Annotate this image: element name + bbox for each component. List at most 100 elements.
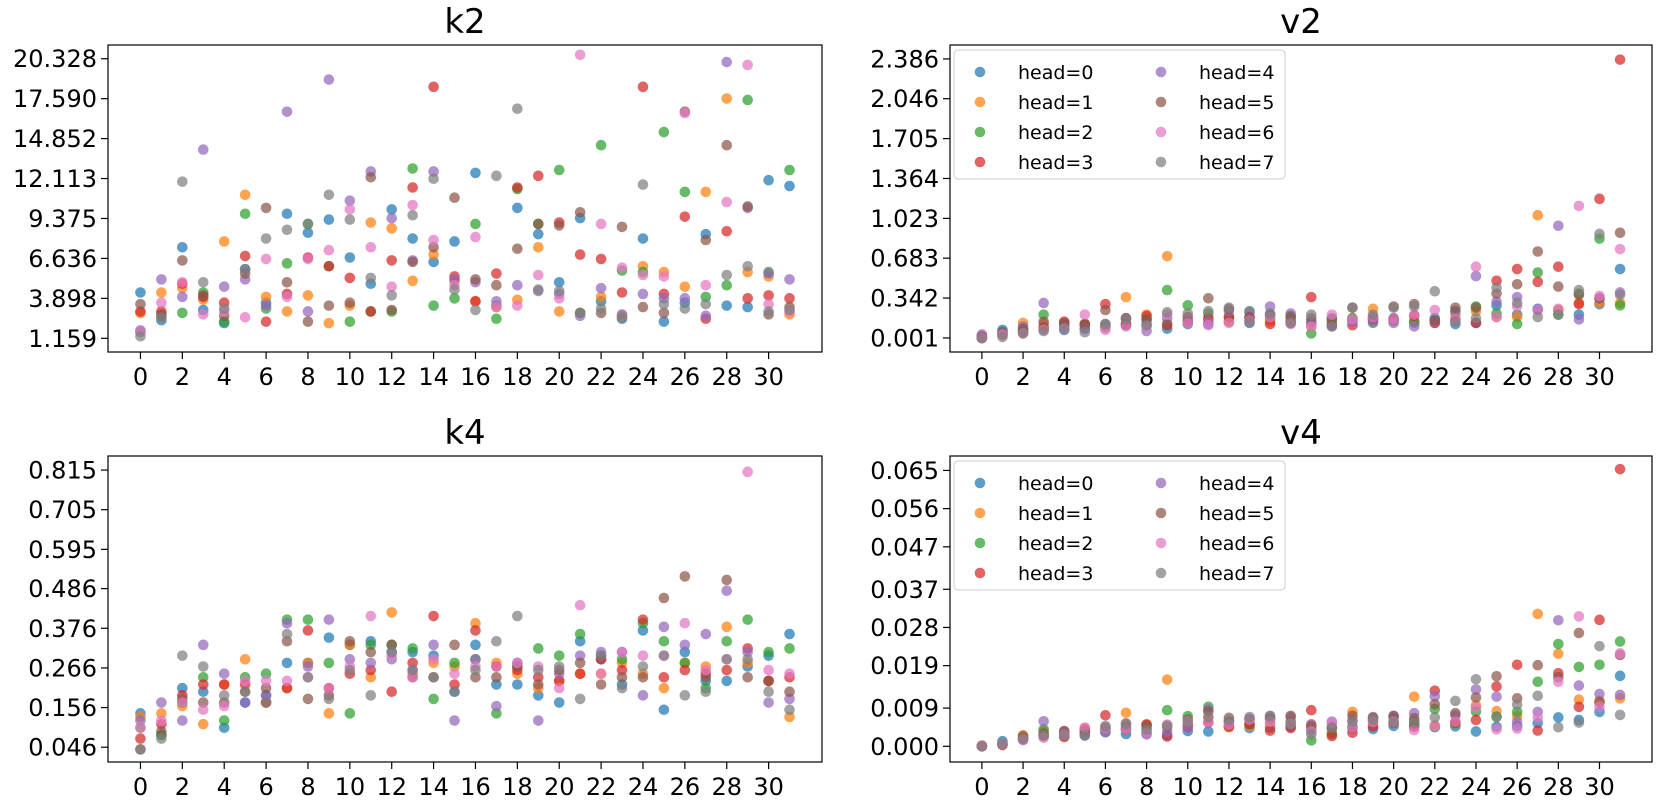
data-point: [449, 668, 460, 679]
data-point: [197, 309, 209, 320]
data-point: [1429, 720, 1441, 731]
data-point: [1347, 314, 1358, 325]
x-tick-label: 16: [1296, 773, 1327, 801]
data-point: [1347, 302, 1358, 313]
data-point: [239, 311, 251, 323]
legend-label: head=7: [1199, 152, 1274, 174]
data-point: [470, 274, 481, 285]
data-point: [470, 167, 481, 179]
data-point: [302, 227, 314, 239]
x-tick-label: 2: [175, 363, 190, 391]
data-point: [407, 233, 418, 244]
data-point: [260, 316, 272, 327]
plot-frame: [107, 44, 823, 353]
data-point: [177, 307, 188, 319]
y-tick-label: 1.364: [870, 165, 939, 193]
legend-label: head=5: [1199, 503, 1274, 525]
x-tick-label: 20: [1378, 363, 1409, 391]
x-tick-label: 6: [258, 363, 273, 391]
chart-title: v2: [1280, 2, 1322, 42]
y-tick-label: 1.159: [28, 325, 97, 353]
data-point: [679, 107, 691, 119]
data-point: [512, 610, 523, 622]
data-point: [197, 661, 209, 672]
data-point: [1408, 301, 1420, 312]
y-tick-label: 1.705: [870, 125, 939, 153]
x-tick-label: 30: [753, 363, 784, 391]
data-point: [721, 585, 733, 597]
data-point: [1182, 716, 1194, 727]
data-point: [281, 224, 293, 236]
data-point: [449, 192, 460, 203]
data-point: [1614, 243, 1626, 255]
data-point: [1573, 661, 1585, 673]
data-point: [595, 679, 607, 690]
legend: head=0 head=1 head=2 head=3 head=4 head=5 head…: [953, 49, 1286, 180]
data-point: [553, 285, 565, 297]
data-point: [1553, 309, 1564, 320]
data-point: [574, 206, 586, 218]
legend-label: head=7: [1199, 563, 1274, 585]
data-point: [323, 300, 335, 311]
data-point: [658, 316, 670, 327]
data-point: [449, 236, 460, 247]
data-point: [1017, 733, 1029, 745]
x-tick-label: 16: [460, 363, 491, 391]
legend-marker: [974, 567, 986, 579]
data-point: [239, 686, 251, 698]
data-point: [616, 672, 628, 683]
data-point: [1038, 316, 1049, 327]
data-point: [177, 176, 188, 187]
data-point: [1079, 309, 1091, 320]
data-point: [449, 293, 460, 304]
data-point: [1470, 270, 1482, 282]
data-point: [302, 316, 314, 327]
data-point: [281, 628, 293, 640]
data-point: [1573, 298, 1585, 310]
data-point: [1553, 712, 1564, 723]
panel-v4: v4 0.000 0.009 0.019 0.028 0.037 0.047 0.056 0.0…: [870, 413, 1653, 801]
y-tick-label: 3.898: [28, 285, 97, 313]
data-point: [616, 287, 628, 298]
data-point: [135, 744, 146, 755]
data-point: [428, 249, 439, 260]
data-point: [574, 628, 586, 640]
data-point: [1017, 328, 1029, 339]
data-point: [470, 304, 481, 316]
data-point: [365, 171, 377, 183]
legend-label: head=2: [1018, 533, 1093, 555]
data-point: [302, 218, 314, 230]
data-point: [532, 679, 544, 690]
data-point: [637, 269, 649, 281]
data-point: [428, 166, 439, 177]
y-tick-label: 12.113: [13, 165, 97, 193]
data-point: [323, 260, 335, 272]
data-point: [1511, 659, 1523, 671]
data-point: [177, 697, 188, 708]
series-head=7: [976, 640, 1626, 752]
data-point: [386, 212, 398, 224]
legend-marker: [1155, 537, 1167, 549]
plot-frame: [949, 44, 1653, 353]
data-point: [135, 330, 146, 342]
data-point: [1532, 311, 1544, 323]
data-point: [344, 252, 356, 263]
data-point: [658, 682, 670, 694]
data-point: [1511, 723, 1523, 734]
data-point: [763, 646, 774, 658]
x-tick-label: 14: [1255, 773, 1286, 801]
data-point: [763, 174, 774, 186]
data-point: [491, 170, 502, 182]
y-tick-label: 0.705: [28, 496, 97, 524]
data-point: [1182, 308, 1194, 319]
data-point: [721, 139, 733, 151]
data-point: [1429, 690, 1441, 702]
data-point: [595, 282, 607, 294]
data-point: [1511, 297, 1523, 309]
data-point: [323, 614, 335, 625]
data-point: [1141, 724, 1152, 736]
data-point: [1408, 309, 1420, 320]
data-point: [553, 164, 565, 176]
data-point: [1532, 690, 1544, 702]
